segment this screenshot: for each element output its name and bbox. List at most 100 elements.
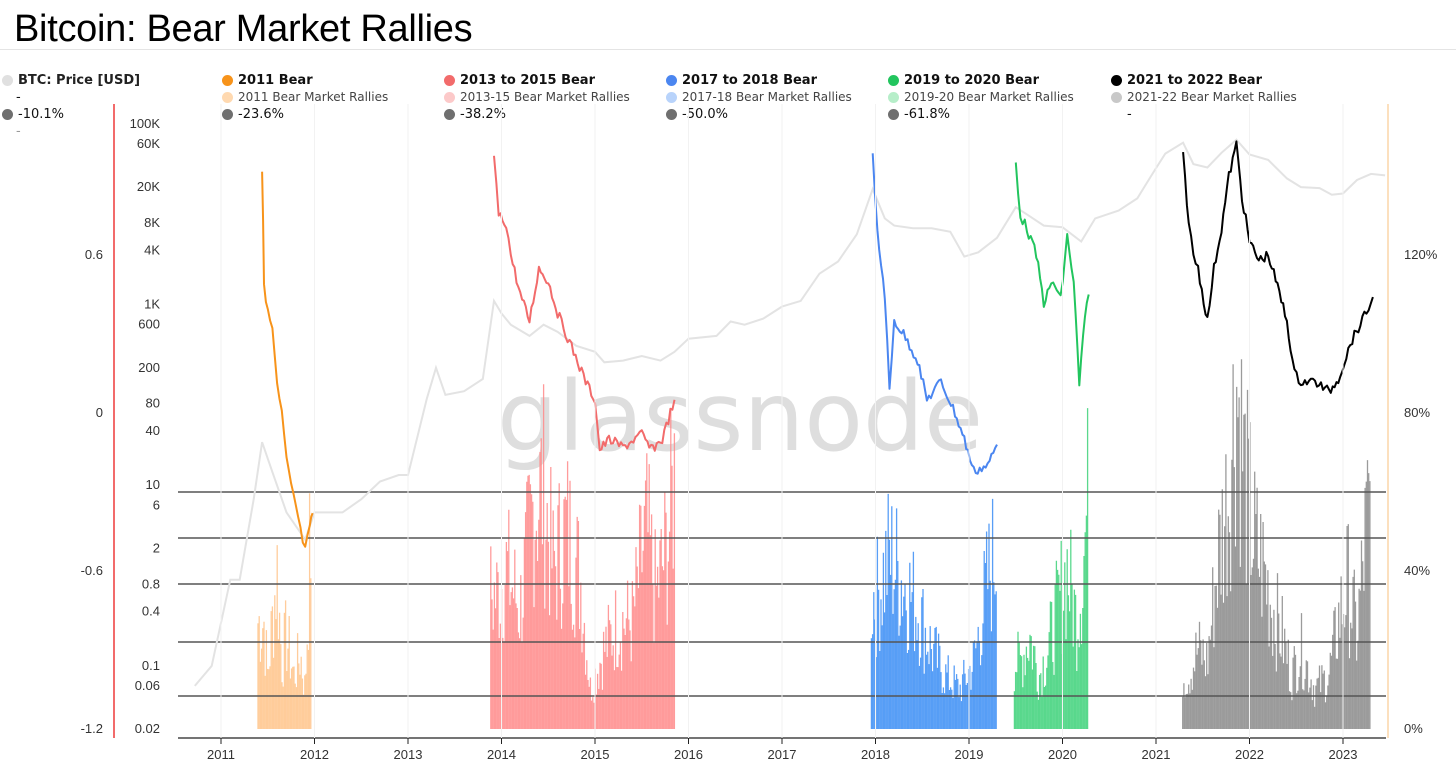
price-y-tick-label: 20K xyxy=(137,179,160,194)
price-y-tick-label: 200 xyxy=(138,360,160,375)
legend-item-rally[interactable]: 2013-15 Bear Market Rallies xyxy=(444,89,630,106)
x-tick-label: 2017 xyxy=(768,747,797,762)
price-y-tick-label: 80 xyxy=(146,396,160,411)
legend-item-bear[interactable]: 2021 to 2022 Bear xyxy=(1111,72,1297,89)
x-tick-label: 2012 xyxy=(300,747,329,762)
right-y-tick-label: 120% xyxy=(1404,247,1438,262)
legend-item-bear[interactable]: 2011 Bear xyxy=(222,72,388,89)
legend-value-row: -50.0% xyxy=(666,106,852,123)
legend-label: 2011 Bear xyxy=(238,73,313,88)
bear-line xyxy=(493,155,676,452)
price-y-tick-label: 40 xyxy=(146,423,160,438)
legend-btc-dash-2: - xyxy=(16,124,21,139)
legend-rally-label: 2019-20 Bear Market Rallies xyxy=(904,90,1074,104)
legend-dot-rally xyxy=(666,92,677,103)
x-tick-label: 2018 xyxy=(861,747,890,762)
legend-dot-value xyxy=(222,109,233,120)
legend-value: -38.2% xyxy=(460,107,506,122)
title-divider xyxy=(0,49,1456,50)
rally-bars-layer xyxy=(257,359,1371,729)
legend-value-row: -61.8% xyxy=(888,106,1074,123)
legend-value: -50.0% xyxy=(682,107,728,122)
legend-rally-label: 2013-15 Bear Market Rallies xyxy=(460,90,630,104)
legend-label: 2021 to 2022 Bear xyxy=(1127,73,1262,88)
legend-bear-0: 2011 Bear 2011 Bear Market Rallies -23.6% xyxy=(222,72,388,123)
bear-line xyxy=(1182,140,1374,394)
price-y-tick-label: 0.02 xyxy=(135,721,160,736)
legend-label-btc: BTC: Price [USD] xyxy=(18,73,141,88)
legend-dot-rally xyxy=(444,92,455,103)
price-y-tick-label: 10 xyxy=(146,477,160,492)
left-y-tick-label: -1.2 xyxy=(81,721,103,736)
legend-item-rally[interactable]: 2011 Bear Market Rallies xyxy=(222,89,388,106)
x-tick-label: 2019 xyxy=(955,747,984,762)
legend-label: 2019 to 2020 Bear xyxy=(904,73,1039,88)
legend-label: 2017 to 2018 Bear xyxy=(682,73,817,88)
legend-rally-label: 2011 Bear Market Rallies xyxy=(238,90,389,104)
legend-bear-4: 2021 to 2022 Bear 2021-22 Bear Market Ral… xyxy=(1111,72,1297,123)
price-y-tick-label: 0.1 xyxy=(142,658,160,673)
x-tick-label: 2015 xyxy=(581,747,610,762)
x-tick-label: 2022 xyxy=(1235,747,1264,762)
legend-dot-btc-value xyxy=(2,109,13,120)
bear-lines-layer xyxy=(261,140,1374,548)
legend-rally-label: 2017-18 Bear Market Rallies xyxy=(682,90,852,104)
legend-bear-1: 2013 to 2015 Bear 2013-15 Bear Market Ral… xyxy=(444,72,630,123)
legend-value: -23.6% xyxy=(238,107,284,122)
legend-btc-value-row: -10.1% xyxy=(2,106,140,123)
legend-item-btc-price[interactable]: BTC: Price [USD] xyxy=(2,72,140,89)
right-y-tick-label: 40% xyxy=(1404,563,1430,578)
price-y-tick-label: 600 xyxy=(138,317,160,332)
legend-item-bear[interactable]: 2019 to 2020 Bear xyxy=(888,72,1074,89)
legend-dot-rally xyxy=(222,92,233,103)
right-y-tick-label: 80% xyxy=(1404,405,1430,420)
page-title: Bitcoin: Bear Market Rallies xyxy=(14,8,473,50)
watermark: glassnode xyxy=(497,361,983,473)
price-y-tick-label: 2 xyxy=(153,540,160,555)
legend-btc-line4: - xyxy=(2,123,140,140)
legend-item-rally[interactable]: 2017-18 Bear Market Rallies xyxy=(666,89,852,106)
x-tick-label: 2013 xyxy=(394,747,423,762)
x-tick-label: 2016 xyxy=(674,747,703,762)
legend-bear-2: 2017 to 2018 Bear 2017-18 Bear Market Ral… xyxy=(666,72,852,123)
price-y-tick-label: 60K xyxy=(137,136,160,151)
axes-layer: 2011 2012 2013 2014 2015 2016 2017 2018 2019 2020… xyxy=(81,104,1438,762)
right-y-tick-label: 0% xyxy=(1404,721,1423,736)
legend-rally-label: 2021-22 Bear Market Rallies xyxy=(1127,90,1297,104)
legend-item-bear[interactable]: 2013 to 2015 Bear xyxy=(444,72,630,89)
legend-dot xyxy=(888,75,899,86)
legend-dot-value xyxy=(888,109,899,120)
left-y-tick-label: 0 xyxy=(96,405,103,420)
legend-btc-line2: - xyxy=(2,89,140,106)
legend-btc: BTC: Price [USD] - -10.1% - xyxy=(2,72,140,140)
price-y-tick-label: 0.06 xyxy=(135,678,160,693)
btc-price-line xyxy=(194,138,1386,687)
price-y-tick-label: 1K xyxy=(144,297,160,312)
legend-item-rally[interactable]: 2019-20 Bear Market Rallies xyxy=(888,89,1074,106)
left-y-tick-label: -0.6 xyxy=(81,563,103,578)
legend-btc-dash: - xyxy=(16,90,21,105)
x-tick-label: 2014 xyxy=(487,747,516,762)
bear-line xyxy=(261,171,314,548)
legend-value-row: -38.2% xyxy=(444,106,630,123)
price-y-tick-label: 8K xyxy=(144,215,160,230)
left-y-tick-label: 0.6 xyxy=(85,247,103,262)
x-tick-label: 2011 xyxy=(207,747,235,762)
price-y-tick-label: 6 xyxy=(153,497,160,512)
legend-dot xyxy=(444,75,455,86)
legend-dot-value xyxy=(444,109,455,120)
legend-dot xyxy=(666,75,677,86)
legend-dot xyxy=(222,75,233,86)
legend-item-bear[interactable]: 2017 to 2018 Bear xyxy=(666,72,852,89)
legend-value-row: -23.6% xyxy=(222,106,388,123)
x-tick-label: 2020 xyxy=(1048,747,1077,762)
price-y-tick-label: 0.4 xyxy=(142,604,160,619)
x-tick-label: 2023 xyxy=(1329,747,1358,762)
legend-value: -61.8% xyxy=(904,107,950,122)
legend-item-rally[interactable]: 2021-22 Bear Market Rallies xyxy=(1111,89,1297,106)
legend-bear-3: 2019 to 2020 Bear 2019-20 Bear Market Ral… xyxy=(888,72,1074,123)
bear-line xyxy=(1014,162,1090,387)
price-y-tick-label: 0.8 xyxy=(142,576,160,591)
legend-dot-rally xyxy=(888,92,899,103)
